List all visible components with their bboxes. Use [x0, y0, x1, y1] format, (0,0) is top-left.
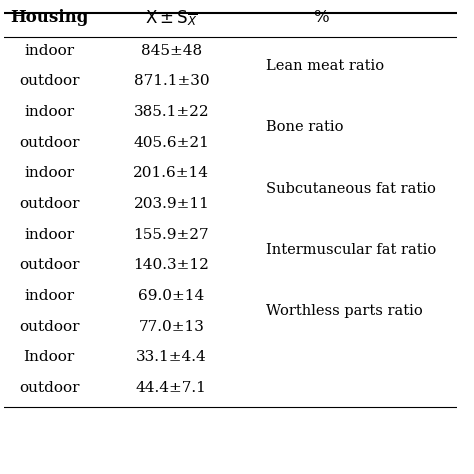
- Text: 845±48: 845±48: [141, 44, 202, 58]
- Text: Lean meat ratio: Lean meat ratio: [266, 59, 384, 73]
- Text: 69.0±14: 69.0±14: [138, 289, 204, 303]
- Text: %: %: [313, 9, 328, 27]
- Text: 405.6±21: 405.6±21: [134, 136, 210, 150]
- Text: 140.3±12: 140.3±12: [134, 258, 210, 272]
- Text: 871.1±30: 871.1±30: [134, 74, 209, 89]
- Text: indoor: indoor: [24, 228, 74, 242]
- Text: indoor: indoor: [24, 166, 74, 181]
- Text: indoor: indoor: [24, 105, 74, 119]
- Text: outdoor: outdoor: [19, 197, 79, 211]
- Text: Housing: Housing: [10, 9, 88, 27]
- Text: Intermuscular fat ratio: Intermuscular fat ratio: [266, 243, 437, 257]
- Text: indoor: indoor: [24, 289, 74, 303]
- Text: 77.0±13: 77.0±13: [138, 319, 204, 334]
- Text: outdoor: outdoor: [19, 319, 79, 334]
- Text: 201.6±14: 201.6±14: [133, 166, 210, 181]
- Text: $\mathrm{X} \pm \mathrm{S}_{\overline{X}}$: $\mathrm{X} \pm \mathrm{S}_{\overline{X}…: [145, 8, 198, 27]
- Text: outdoor: outdoor: [19, 136, 79, 150]
- Text: Subcutaneous fat ratio: Subcutaneous fat ratio: [266, 182, 437, 196]
- Text: 155.9±27: 155.9±27: [134, 228, 209, 242]
- Text: Bone ratio: Bone ratio: [266, 120, 344, 135]
- Text: 44.4±7.1: 44.4±7.1: [136, 381, 207, 395]
- Text: 203.9±11: 203.9±11: [134, 197, 210, 211]
- Text: Worthless parts ratio: Worthless parts ratio: [266, 304, 423, 318]
- Text: Indoor: Indoor: [24, 350, 75, 364]
- Text: outdoor: outdoor: [19, 258, 79, 272]
- Text: 33.1±4.4: 33.1±4.4: [136, 350, 207, 364]
- Text: 385.1±22: 385.1±22: [134, 105, 209, 119]
- Text: outdoor: outdoor: [19, 74, 79, 89]
- Text: indoor: indoor: [24, 44, 74, 58]
- Text: outdoor: outdoor: [19, 381, 79, 395]
